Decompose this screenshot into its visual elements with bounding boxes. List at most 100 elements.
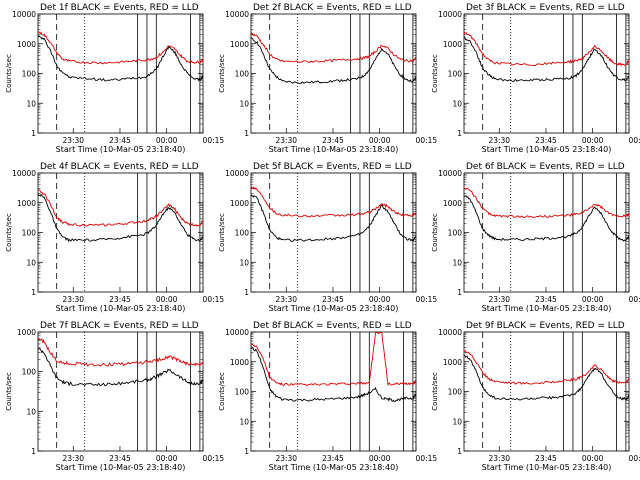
y-tick-label: 1000 — [230, 40, 249, 49]
panel-title: Det 8f BLACK = Events, RED = LLD — [253, 321, 412, 331]
x-tick-label: 00:15 — [416, 454, 438, 463]
x-tick-label: 23:45 — [322, 295, 344, 304]
y-tick-label: 10000 — [12, 169, 36, 178]
y-tick-label: 1 — [244, 129, 249, 138]
x-axis-label: Start Time (10-Mar-05 23:18:40) — [56, 145, 186, 154]
x-tick-label: 23:30 — [488, 295, 510, 304]
y-tick-label: 1000 — [17, 328, 36, 337]
x-tick-label: 00:15 — [629, 295, 640, 304]
plot-frame — [250, 331, 417, 452]
panel-1: Det 1f BLACK = Events, RED = LLD 1 10 100 10… — [5, 3, 225, 154]
x-axis-label: Start Time (10-Mar-05 23:18:40) — [269, 145, 399, 154]
panel-7: Det 7f BLACK = Events, RED = LLD 1 10 100 10… — [5, 321, 225, 472]
series-events-line — [464, 355, 629, 401]
y-axis-label: Counts/sec — [218, 54, 226, 93]
y-tick-label: 10 — [239, 417, 249, 426]
x-tick-label: 23:45 — [109, 136, 131, 145]
y-tick-label: 1 — [457, 129, 462, 138]
y-tick-label: 1000 — [443, 358, 462, 367]
x-tick-label: 00:00 — [156, 136, 178, 145]
x-tick-label: 23:30 — [275, 295, 297, 304]
plot-frame — [37, 331, 204, 452]
panel-2: Det 2f BLACK = Events, RED = LLD 1 10 100 10… — [218, 3, 438, 154]
panel-9: Det 9f BLACK = Events, RED = LLD 1 10 100 10… — [431, 321, 640, 472]
y-tick-label: 10 — [239, 258, 249, 267]
y-tick-label: 1 — [31, 447, 36, 456]
y-tick-label: 10000 — [225, 169, 249, 178]
x-tick-label: 23:30 — [62, 295, 84, 304]
x-axis-label: Start Time (10-Mar-05 23:18:40) — [482, 145, 612, 154]
y-axis-label: Counts/sec — [431, 213, 439, 252]
panel-title: Det 1f BLACK = Events, RED = LLD — [40, 3, 199, 13]
y-tick-label: 1 — [244, 288, 249, 297]
series-events-line — [38, 35, 203, 83]
x-axis-label: Start Time (10-Mar-05 23:18:40) — [482, 463, 612, 472]
y-tick-label: 10 — [452, 99, 462, 108]
panel-title: Det 6f BLACK = Events, RED = LLD — [466, 162, 625, 172]
plot-frame — [37, 13, 204, 134]
x-tick-label: 00:15 — [203, 136, 225, 145]
x-tick-label: 23:30 — [62, 136, 84, 145]
x-tick-label: 23:30 — [275, 136, 297, 145]
panel-8: Det 8f BLACK = Events, RED = LLD 1 10 100 10… — [218, 321, 438, 472]
y-axis-label: Counts/sec — [431, 54, 439, 93]
y-tick-label: 100 — [235, 388, 250, 397]
y-tick-label: 10 — [26, 407, 36, 416]
series-lld-line — [251, 32, 416, 64]
x-tick-label: 00:00 — [582, 454, 604, 463]
y-tick-label: 1000 — [230, 199, 249, 208]
x-axis-label: Start Time (10-Mar-05 23:18:40) — [269, 463, 399, 472]
y-tick-label: 10 — [239, 99, 249, 108]
y-tick-label: 100 — [22, 229, 37, 238]
x-tick-label: 00:00 — [369, 454, 391, 463]
y-tick-label: 100 — [235, 229, 250, 238]
panel-title: Det 3f BLACK = Events, RED = LLD — [466, 3, 625, 13]
series-lld-line — [464, 31, 629, 67]
panel-title: Det 4f BLACK = Events, RED = LLD — [40, 162, 199, 172]
x-tick-label: 23:45 — [322, 454, 344, 463]
y-tick-label: 10000 — [225, 10, 249, 19]
panel-title: Det 7f BLACK = Events, RED = LLD — [40, 321, 199, 331]
x-tick-label: 00:15 — [416, 295, 438, 304]
series-events-line — [251, 37, 416, 84]
series-events-line — [464, 36, 629, 82]
x-axis-label: Start Time (10-Mar-05 23:18:40) — [269, 304, 399, 313]
x-tick-label: 23:30 — [62, 454, 84, 463]
series-events-line — [251, 347, 416, 402]
y-tick-label: 100 — [22, 70, 37, 79]
y-tick-label: 100 — [235, 70, 250, 79]
x-tick-label: 00:00 — [156, 454, 178, 463]
y-tick-label: 100 — [448, 229, 463, 238]
series-events-line — [38, 347, 203, 387]
x-tick-label: 00:15 — [203, 454, 225, 463]
plot-frame — [463, 13, 630, 134]
y-axis-label: Counts/sec — [431, 372, 439, 411]
x-tick-label: 00:15 — [416, 136, 438, 145]
series-lld-line — [251, 185, 416, 218]
series-lld-line — [38, 31, 203, 65]
y-tick-label: 10000 — [438, 169, 462, 178]
series-lld-line — [251, 332, 416, 387]
series-lld-line — [464, 187, 629, 219]
series-events-line — [251, 194, 416, 242]
x-tick-label: 23:45 — [535, 136, 557, 145]
series-lld-line — [38, 337, 203, 367]
panel-3: Det 3f BLACK = Events, RED = LLD 1 10 100 10… — [431, 3, 640, 154]
series-lld-line — [38, 188, 203, 227]
plot-frame — [250, 13, 417, 134]
panel-5: Det 5f BLACK = Events, RED = LLD 1 10 100 10… — [218, 162, 438, 313]
y-tick-label: 1 — [457, 288, 462, 297]
y-tick-label: 10000 — [438, 328, 462, 337]
x-tick-label: 00:00 — [156, 295, 178, 304]
y-tick-label: 10 — [26, 99, 36, 108]
y-tick-label: 10000 — [12, 10, 36, 19]
y-tick-label: 10000 — [438, 10, 462, 19]
y-tick-label: 100 — [448, 388, 463, 397]
x-tick-label: 00:15 — [629, 454, 640, 463]
y-axis-label: Counts/sec — [218, 213, 226, 252]
series-events-line — [464, 195, 629, 242]
x-tick-label: 00:15 — [629, 136, 640, 145]
plot-frame — [250, 172, 417, 293]
y-tick-label: 1 — [31, 288, 36, 297]
plot-frame — [463, 172, 630, 293]
